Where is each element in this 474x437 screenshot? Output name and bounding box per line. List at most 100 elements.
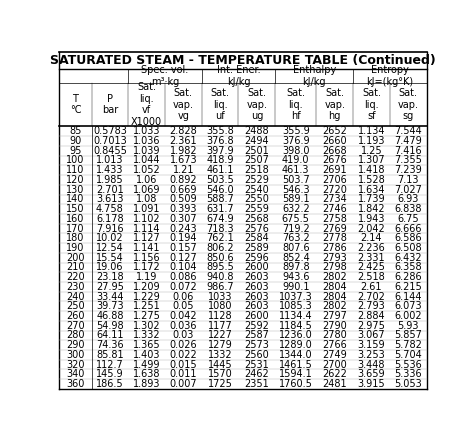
Text: 3.253: 3.253 [357,350,385,360]
Text: 503.7: 503.7 [282,175,310,185]
Text: 376.9: 376.9 [282,136,310,146]
Text: 240: 240 [66,291,85,302]
Text: 674.9: 674.9 [206,214,234,224]
Text: 2.236: 2.236 [357,243,385,253]
Text: 110: 110 [66,165,84,175]
Text: 120: 120 [66,175,85,185]
Text: 0.8455: 0.8455 [93,146,127,156]
Text: 2560: 2560 [245,350,269,360]
Text: 631.7: 631.7 [206,204,234,214]
Text: 2573: 2573 [245,340,269,350]
Text: 2766: 2766 [322,340,347,350]
Text: 2.331: 2.331 [358,253,385,263]
Text: 2.14: 2.14 [361,233,382,243]
Text: 2804: 2804 [322,291,347,302]
Text: 2589: 2589 [245,243,269,253]
Text: 74.36: 74.36 [96,340,124,350]
Text: 210: 210 [66,263,85,272]
Text: 1.193: 1.193 [358,136,385,146]
Text: 2592: 2592 [245,321,269,331]
Text: 230: 230 [66,282,85,292]
Text: 1.982: 1.982 [170,146,197,156]
Text: 1.039: 1.039 [133,146,160,156]
Text: 1.638: 1.638 [133,369,160,379]
Text: 90: 90 [69,136,82,146]
Text: 1.229: 1.229 [133,291,161,302]
Text: 2584: 2584 [245,233,269,243]
Text: 2550: 2550 [245,194,269,205]
Text: 10.02: 10.02 [96,233,124,243]
Text: 1.102: 1.102 [133,214,160,224]
Text: 1.06: 1.06 [136,175,157,185]
Text: 1.141: 1.141 [133,243,160,253]
Text: 1.134: 1.134 [358,126,385,136]
Text: 2802: 2802 [322,301,347,311]
Text: 1.943: 1.943 [358,214,385,224]
Text: 100: 100 [66,156,84,166]
Text: 461.1: 461.1 [206,165,234,175]
Text: 7.13: 7.13 [398,175,419,185]
Text: 160: 160 [66,214,84,224]
Text: 0.036: 0.036 [170,321,197,331]
Text: 320: 320 [66,360,85,370]
Text: 546.0: 546.0 [206,185,234,194]
Text: 589.1: 589.1 [282,194,310,205]
Text: 1.08: 1.08 [136,194,157,205]
Text: 7.479: 7.479 [394,136,422,146]
Text: 33.44: 33.44 [96,291,124,302]
Text: 897.8: 897.8 [282,263,310,272]
Text: 719.2: 719.2 [282,224,310,233]
Text: 503.5: 503.5 [206,175,234,185]
Text: 2507: 2507 [245,156,269,166]
Text: 7.544: 7.544 [394,126,422,136]
Text: 1.332: 1.332 [133,330,160,340]
Text: 1.673: 1.673 [170,156,197,166]
Text: 39.73: 39.73 [96,301,124,311]
Text: 2.61: 2.61 [361,282,382,292]
Text: 0.06: 0.06 [173,291,194,302]
Text: 220: 220 [66,272,85,282]
Text: 0.157: 0.157 [170,243,197,253]
Text: Sat.
vap.
sg: Sat. vap. sg [398,88,419,121]
Text: 2568: 2568 [245,214,269,224]
Text: 15.54: 15.54 [96,253,124,263]
Text: 943.6: 943.6 [282,272,310,282]
Text: 2622: 2622 [322,369,347,379]
Text: P
bar: P bar [102,94,118,115]
Text: 3.659: 3.659 [358,369,385,379]
Text: 1.033: 1.033 [133,126,160,136]
Text: 6.586: 6.586 [394,233,422,243]
Text: 1236.0: 1236.0 [279,330,313,340]
Text: 2462: 2462 [245,369,269,379]
Text: 6.75: 6.75 [397,214,419,224]
Text: 0.669: 0.669 [170,185,197,194]
Text: 7.027: 7.027 [394,185,422,194]
Text: 1.634: 1.634 [358,185,385,194]
Text: 1.302: 1.302 [133,321,160,331]
Text: 360: 360 [66,379,84,389]
Text: 300: 300 [66,350,84,360]
Text: 718.3: 718.3 [206,224,234,233]
Text: 2.518: 2.518 [357,272,385,282]
Text: 6.073: 6.073 [394,301,422,311]
Text: 2600: 2600 [245,263,269,272]
Text: 1.209: 1.209 [133,282,160,292]
Text: 1725: 1725 [208,379,233,389]
Text: 2576: 2576 [245,224,269,233]
Text: 0.104: 0.104 [170,263,197,272]
Text: 1344.0: 1344.0 [279,350,312,360]
Text: 0.086: 0.086 [170,272,197,282]
Text: 2.361: 2.361 [170,136,197,146]
Text: 2596: 2596 [245,253,269,263]
Text: 418.9: 418.9 [206,156,234,166]
Text: 1134.4: 1134.4 [279,311,312,321]
Text: 0.042: 0.042 [170,311,197,321]
Text: 0.011: 0.011 [170,369,197,379]
Text: 1.25: 1.25 [361,146,383,156]
Text: 1570: 1570 [208,369,232,379]
Text: 5.704: 5.704 [394,350,422,360]
Text: Spec. vol.
m³·kg: Spec. vol. m³·kg [141,65,189,87]
Text: 632.2: 632.2 [282,204,310,214]
Text: 2786: 2786 [322,243,347,253]
Text: 0.194: 0.194 [170,233,197,243]
